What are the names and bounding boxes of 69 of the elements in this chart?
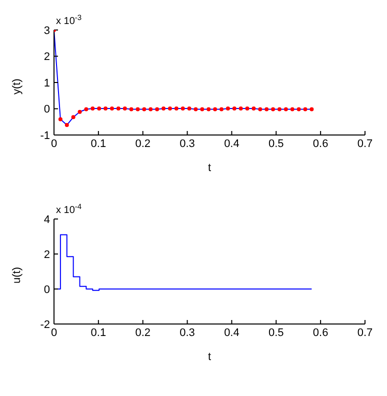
point xyxy=(232,106,236,110)
point xyxy=(116,106,120,110)
y-tick-label: -1 xyxy=(40,130,50,142)
point xyxy=(90,106,95,110)
x-axis-title: t xyxy=(208,162,212,174)
point xyxy=(284,107,288,112)
x-tick-label: 0.6 xyxy=(312,138,328,150)
point xyxy=(296,107,301,112)
point xyxy=(155,107,160,112)
point xyxy=(245,106,250,110)
point xyxy=(71,115,76,120)
x-tick-label: 0.2 xyxy=(135,138,151,150)
x-tick-label: 0.7 xyxy=(357,138,373,150)
point xyxy=(129,107,134,112)
y-axis-title: y(t) xyxy=(10,78,23,94)
point xyxy=(258,107,262,112)
x-tick-label: 0.7 xyxy=(357,326,373,339)
point xyxy=(58,117,62,122)
x-tick-label: 0.1 xyxy=(90,138,106,150)
y-tick-label: 2 xyxy=(44,51,50,64)
point xyxy=(303,107,308,112)
y-tick-label: 1 xyxy=(44,77,50,90)
point xyxy=(213,107,218,112)
y-tick-label: 2 xyxy=(44,248,50,261)
text: x 10$^{-4}$ xyxy=(56,202,82,216)
point xyxy=(206,107,211,112)
x-tick-label: 0.5 xyxy=(268,326,284,339)
point xyxy=(180,106,185,110)
x-tick-label: 0.6 xyxy=(312,326,328,339)
y-tick-label: 3 xyxy=(44,24,50,37)
point xyxy=(219,107,224,112)
x-tick-label: 0.4 xyxy=(224,326,240,339)
point xyxy=(277,107,282,112)
point xyxy=(226,106,230,110)
point xyxy=(168,106,172,110)
point xyxy=(97,106,102,110)
point xyxy=(148,107,153,112)
x-tick-label: 0.2 xyxy=(135,326,151,339)
point xyxy=(252,106,256,110)
point xyxy=(64,123,69,128)
x-axis-title: t xyxy=(208,351,212,363)
point xyxy=(264,107,269,112)
point xyxy=(194,107,198,112)
point xyxy=(187,106,192,110)
point xyxy=(110,106,114,110)
x-tick-label: 0.4 xyxy=(224,138,240,150)
point xyxy=(271,107,276,112)
y-axis-title: u(t) xyxy=(10,267,23,284)
text: x 10$^{-3}$ xyxy=(56,12,82,27)
point xyxy=(78,110,82,114)
point xyxy=(104,106,108,110)
point xyxy=(84,107,88,112)
point xyxy=(174,106,178,110)
point xyxy=(238,106,243,110)
point xyxy=(200,107,204,112)
point xyxy=(136,107,140,112)
y-tick-label: 4 xyxy=(44,214,50,226)
x-tick-label: 0.5 xyxy=(268,138,284,150)
point xyxy=(290,107,294,112)
y-tick-label: -2 xyxy=(40,318,50,331)
point xyxy=(122,106,127,110)
point xyxy=(142,107,146,112)
x-tick-label: 0.3 xyxy=(180,138,195,150)
point xyxy=(310,107,314,112)
y-tick-label: 0 xyxy=(44,104,50,116)
x-tick-label: 0.1 xyxy=(90,326,106,339)
point xyxy=(162,106,166,110)
y-tick-label: 0 xyxy=(44,284,50,296)
x-tick-label: 0.3 xyxy=(180,326,195,339)
